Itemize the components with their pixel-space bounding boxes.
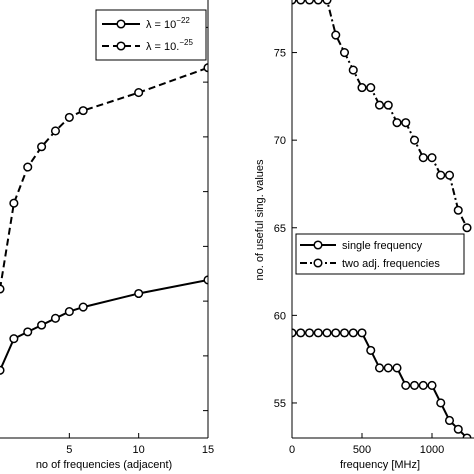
right-y-tick-label: 60	[274, 310, 286, 322]
right-legend: single frequency two adj. frequencies	[295, 233, 465, 275]
right-series-2-point	[401, 118, 411, 128]
right-legend-label: single frequency	[342, 240, 423, 252]
right-series-1-point	[444, 415, 455, 426]
left-legend: λ = 10−22λ = 10.−25	[95, 9, 207, 61]
right-series-2-point	[392, 118, 402, 128]
right-x-axis-label: frequency [MHz]	[340, 459, 420, 471]
left-series-line-2	[0, 66, 208, 290]
right-series-1-point	[453, 424, 463, 434]
right-series-2-point	[339, 48, 350, 58]
left-series-2-point	[37, 142, 47, 152]
right-legend-box	[295, 233, 465, 275]
right-series-layer	[292, 0, 472, 438]
left-series-1-point	[64, 307, 74, 317]
right-series-1-point	[357, 328, 367, 338]
left-x-tick-label: 5	[66, 444, 72, 456]
right-y-tick-label: 65	[274, 223, 286, 235]
right-legend-swatch-marker	[313, 258, 323, 268]
right-series-2-point	[383, 100, 393, 110]
left-x-axis-label: no of frequencies (adjacent)	[36, 459, 172, 471]
right-x-tick-label: 0	[289, 444, 295, 456]
left-series-1-point	[50, 313, 61, 323]
right-series-2-point	[296, 0, 306, 5]
right-series-2-point	[418, 153, 428, 163]
left-series-1-point	[23, 327, 33, 337]
left-axes: 5 10 15	[0, 0, 214, 456]
right-legend-label: two adj. frequencies	[342, 258, 440, 270]
right-series-2-point	[366, 83, 376, 93]
right-series-2-point	[304, 0, 315, 5]
right-series-2-point	[436, 170, 446, 180]
right-y-axis-label: no. of useful sing. values	[254, 159, 266, 281]
left-legend-exponent: −22	[176, 16, 190, 25]
right-series-2-point	[427, 153, 437, 163]
right-series-2-point	[348, 65, 358, 75]
right-series-1-point	[339, 328, 350, 338]
right-series-1-point	[366, 345, 376, 355]
right-x-tick-label: 1000	[420, 444, 444, 456]
right-series-line-2	[292, 0, 468, 229]
left-series-2-point	[23, 162, 33, 172]
left-series-2-point	[0, 284, 5, 294]
right-series-2-point	[462, 223, 472, 233]
right-series-1-point	[374, 363, 385, 373]
right-series-1-point	[313, 328, 323, 338]
right-series-1-point	[383, 363, 393, 373]
left-legend-swatch-marker	[116, 19, 126, 29]
right-series-1-point	[436, 398, 446, 408]
right-series-2-point	[453, 205, 463, 215]
left-legend-exponent: −25	[179, 38, 193, 47]
right-series-1-point	[418, 380, 428, 390]
right-legend-swatch-marker	[313, 240, 323, 250]
left-series-line-1	[0, 279, 208, 371]
right-series-2-point	[313, 0, 323, 5]
right-axes: 0 500 1000 55 60 65 70 75	[274, 0, 474, 456]
right-series-2-point	[374, 100, 385, 110]
right-series-1-point	[427, 380, 437, 390]
right-series-1-point	[322, 328, 332, 338]
left-series-layer	[0, 63, 208, 375]
right-series-line-1	[292, 331, 468, 438]
left-series-2-point	[78, 106, 88, 116]
left-series-1-point	[134, 288, 144, 299]
left-chart: 5 10 15 λ = 10−22λ = 10.−25 no of frequenc…	[0, 0, 214, 471]
left-series-1-point	[0, 365, 5, 375]
left-series-2-point	[64, 112, 74, 122]
right-y-tick-label: 75	[274, 48, 286, 60]
right-series-2-point	[444, 170, 455, 180]
left-series-1-point	[9, 334, 19, 344]
left-legend-swatch-marker	[116, 41, 126, 51]
right-series-1-point	[392, 363, 402, 373]
right-y-tick-label: 70	[274, 135, 286, 147]
right-y-tick-label: 55	[274, 398, 286, 410]
left-series-1-point	[37, 320, 47, 330]
right-series-1-point	[296, 328, 306, 338]
right-series-1-point	[304, 328, 315, 338]
right-series-1-point	[348, 328, 358, 338]
left-series-2-point	[50, 126, 61, 136]
left-x-tick-label: 10	[133, 444, 145, 456]
right-x-tick-label: 500	[353, 444, 371, 456]
right-series-2-point	[331, 30, 341, 40]
left-series-2-point	[134, 88, 144, 98]
right-chart: 0 500 1000 55 60 65 70 75 single frequency two a…	[254, 0, 474, 471]
left-x-tick-label: 15	[202, 444, 214, 456]
right-series-1-point	[462, 433, 472, 438]
right-series-2-point	[409, 135, 420, 145]
right-series-1-point	[401, 380, 411, 390]
right-series-2-point	[322, 0, 332, 5]
right-series-1-point	[331, 328, 341, 338]
left-legend-box	[95, 9, 207, 61]
left-series-2-point	[9, 198, 19, 208]
right-series-1-point	[409, 380, 420, 390]
left-series-1-point	[78, 302, 88, 312]
right-series-2-point	[357, 83, 367, 93]
